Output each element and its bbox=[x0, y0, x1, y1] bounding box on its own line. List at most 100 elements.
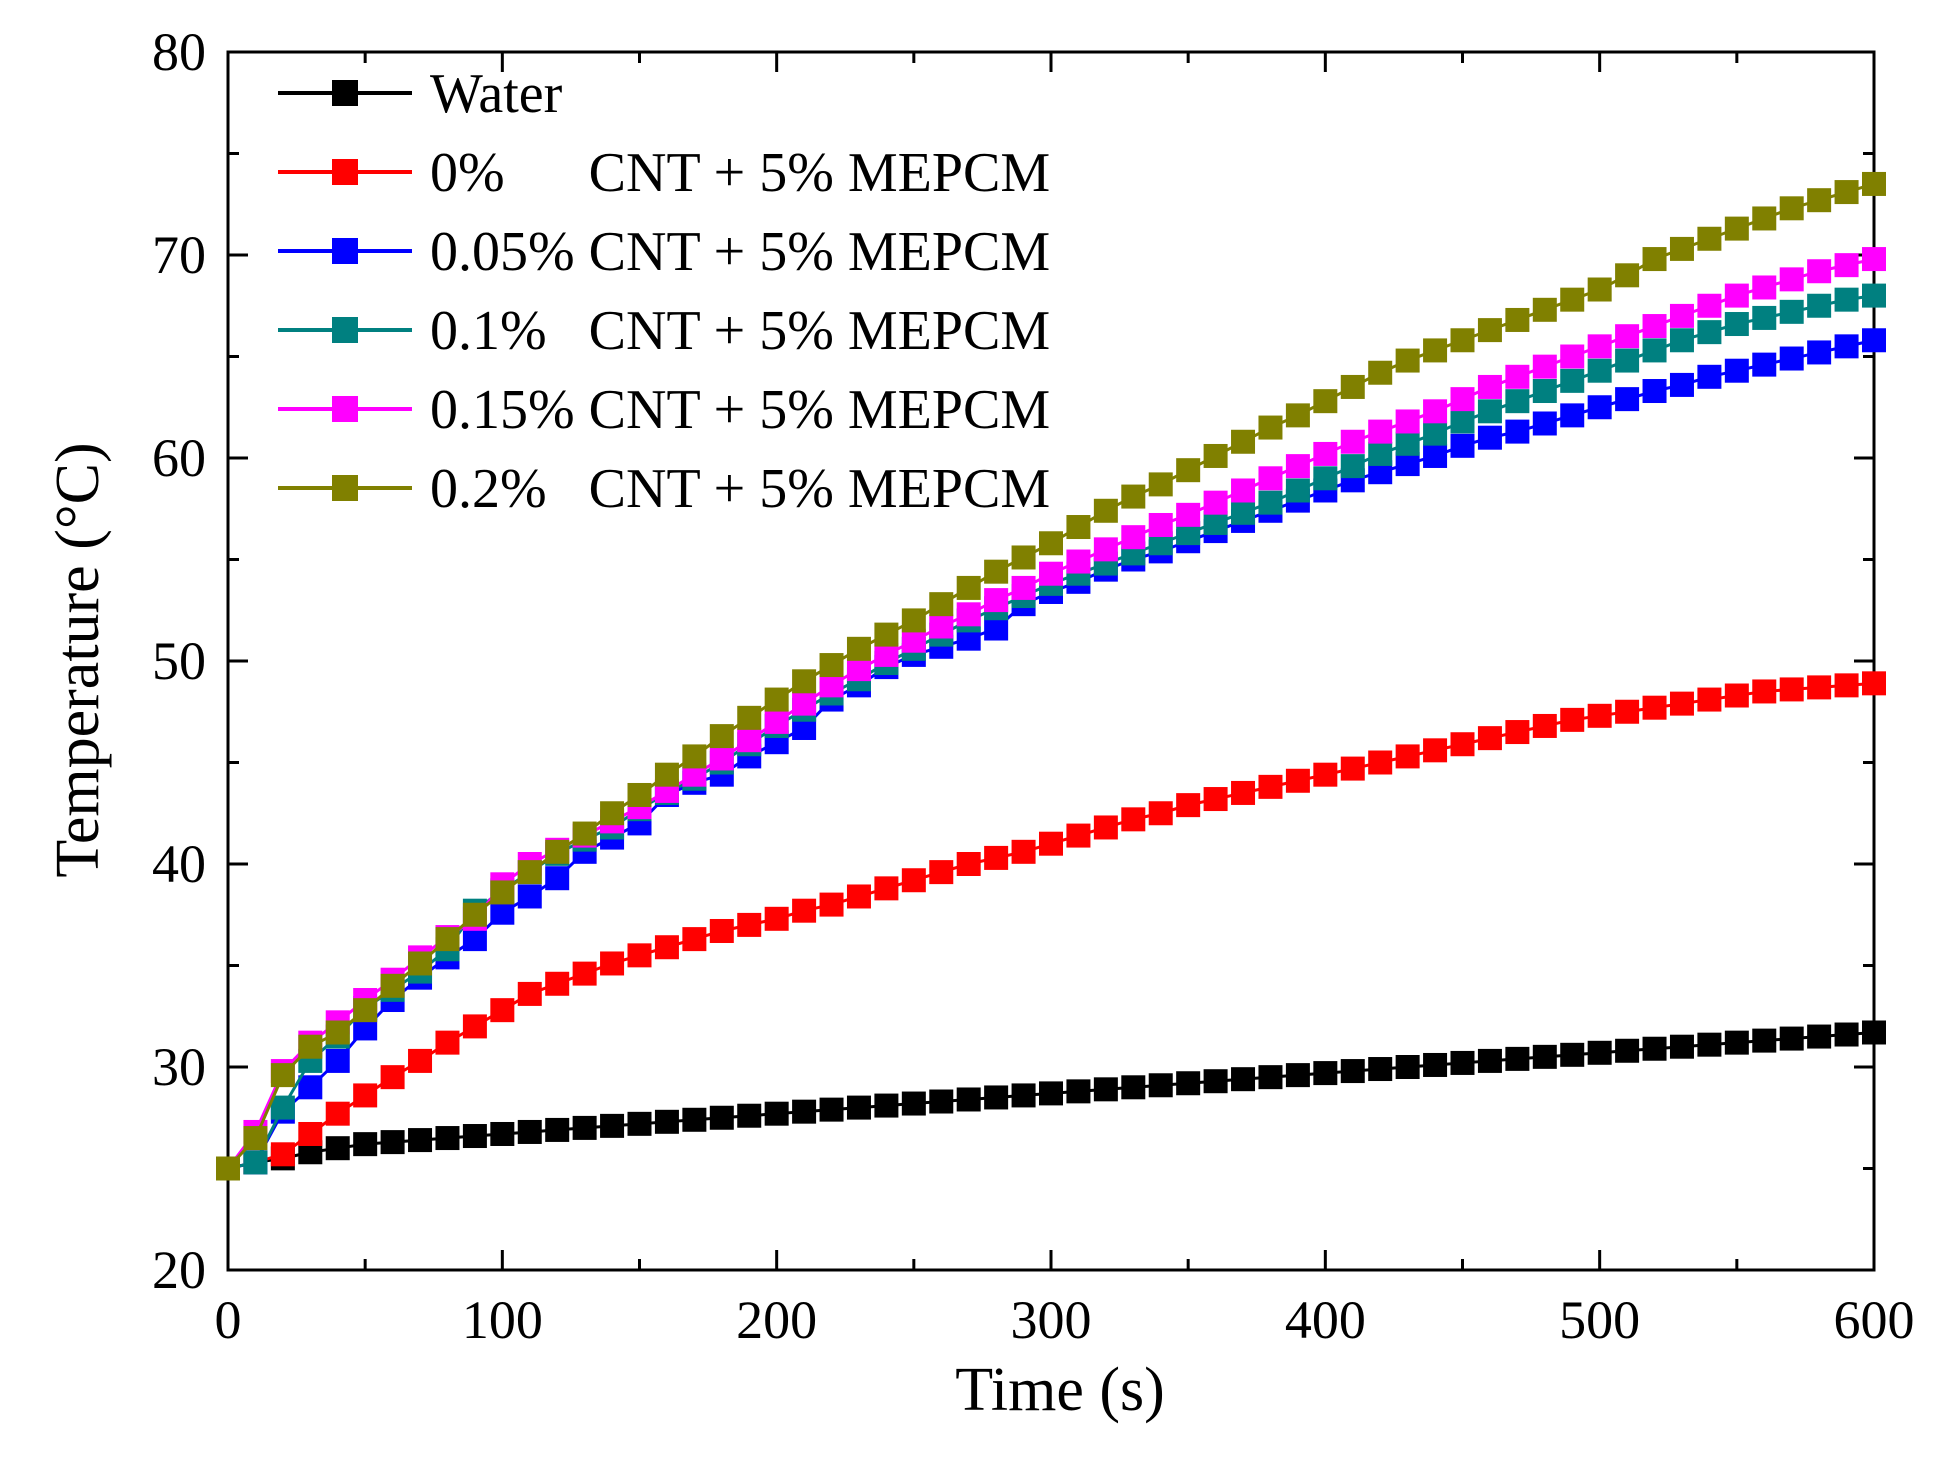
data-point bbox=[1587, 277, 1612, 302]
data-point bbox=[1395, 452, 1420, 477]
data-point bbox=[1532, 354, 1557, 379]
data-point bbox=[1011, 839, 1036, 864]
data-point bbox=[956, 575, 981, 600]
data-point bbox=[517, 981, 542, 1006]
data-point bbox=[1368, 360, 1393, 385]
data-point bbox=[408, 1128, 433, 1153]
data-point bbox=[1313, 1061, 1338, 1086]
data-point bbox=[1669, 372, 1694, 397]
data-point bbox=[1807, 293, 1832, 318]
data-point bbox=[1395, 431, 1420, 456]
data-point bbox=[1642, 379, 1667, 404]
data-point bbox=[1148, 1073, 1173, 1098]
data-point bbox=[1011, 545, 1036, 570]
data-point bbox=[1779, 299, 1804, 324]
data-point bbox=[1121, 807, 1146, 832]
data-point bbox=[1587, 1040, 1612, 1065]
data-point bbox=[764, 687, 789, 712]
data-point bbox=[1423, 738, 1448, 763]
data-point bbox=[1587, 703, 1612, 728]
data-point bbox=[984, 616, 1009, 641]
data-point bbox=[435, 927, 460, 952]
data-point bbox=[1669, 236, 1694, 261]
series-5 bbox=[216, 171, 1886, 1181]
data-point bbox=[1669, 303, 1694, 328]
data-point bbox=[901, 1091, 926, 1116]
data-point bbox=[298, 1075, 323, 1100]
data-point bbox=[1093, 1077, 1118, 1102]
data-point bbox=[1532, 297, 1557, 322]
data-point bbox=[1093, 498, 1118, 523]
data-point bbox=[572, 821, 597, 846]
y-tick-label: 30 bbox=[152, 1037, 206, 1097]
data-point bbox=[1642, 314, 1667, 339]
data-point bbox=[1669, 328, 1694, 353]
data-point bbox=[490, 1121, 515, 1146]
data-point bbox=[1203, 443, 1228, 468]
data-point bbox=[901, 628, 926, 653]
data-point bbox=[1477, 374, 1502, 399]
axes-group: 0 100 200 300 400 500 600 20 30 40 50 60 70 80 bbox=[152, 22, 1915, 1350]
data-point bbox=[545, 971, 570, 996]
data-point bbox=[1587, 358, 1612, 383]
y-tick-label: 40 bbox=[152, 834, 206, 894]
data-point bbox=[1285, 403, 1310, 428]
data-point bbox=[682, 1107, 707, 1132]
data-point bbox=[1724, 683, 1749, 708]
data-point bbox=[1862, 1020, 1886, 1045]
data-point bbox=[353, 1083, 378, 1108]
data-point bbox=[1615, 324, 1640, 349]
data-point bbox=[600, 951, 625, 976]
data-point bbox=[1669, 1034, 1694, 1059]
data-point bbox=[874, 1093, 899, 1118]
data-point bbox=[792, 898, 817, 923]
data-point bbox=[1313, 466, 1338, 491]
data-point bbox=[1615, 263, 1640, 288]
data-point bbox=[1368, 419, 1393, 444]
data-point bbox=[435, 1030, 460, 1055]
data-point bbox=[1258, 466, 1283, 491]
data-point bbox=[1285, 1063, 1310, 1088]
data-point bbox=[654, 1109, 679, 1134]
data-point bbox=[353, 1016, 378, 1041]
data-point bbox=[1313, 762, 1338, 787]
data-point bbox=[764, 1101, 789, 1126]
y-tick-label: 70 bbox=[152, 225, 206, 285]
y-tick-label: 60 bbox=[152, 428, 206, 488]
data-point bbox=[1697, 687, 1722, 712]
data-point bbox=[408, 1048, 433, 1073]
data-point bbox=[325, 1136, 350, 1161]
data-point bbox=[1066, 515, 1091, 540]
legend-marker bbox=[332, 80, 358, 106]
data-point bbox=[846, 636, 871, 661]
data-point bbox=[1340, 454, 1365, 479]
legend-item: 0.1% CNT + 5% MEPCM bbox=[278, 300, 1050, 362]
series-4 bbox=[216, 247, 1886, 1181]
data-point bbox=[1752, 206, 1777, 231]
legend-marker bbox=[332, 238, 358, 264]
data-point bbox=[737, 705, 762, 730]
data-point bbox=[298, 1121, 323, 1146]
data-point bbox=[874, 642, 899, 667]
x-tick-label: 600 bbox=[1834, 1290, 1915, 1350]
data-point bbox=[1505, 307, 1530, 332]
data-point bbox=[1560, 403, 1585, 428]
x-tick-label: 100 bbox=[462, 1290, 543, 1350]
x-tick-label: 0 bbox=[215, 1290, 242, 1350]
data-point bbox=[1752, 352, 1777, 377]
data-point bbox=[1340, 374, 1365, 399]
data-point bbox=[1258, 1065, 1283, 1090]
data-point bbox=[1697, 1032, 1722, 1057]
data-point bbox=[1039, 561, 1063, 586]
data-point bbox=[490, 900, 515, 925]
data-point bbox=[1313, 441, 1338, 466]
data-point bbox=[1724, 283, 1749, 308]
data-point bbox=[1423, 338, 1448, 363]
data-point bbox=[1285, 768, 1310, 793]
data-point bbox=[1450, 1050, 1475, 1075]
x-tick-label: 400 bbox=[1285, 1290, 1366, 1350]
data-point bbox=[984, 845, 1009, 870]
data-point bbox=[1093, 815, 1118, 840]
data-point bbox=[1779, 346, 1804, 371]
